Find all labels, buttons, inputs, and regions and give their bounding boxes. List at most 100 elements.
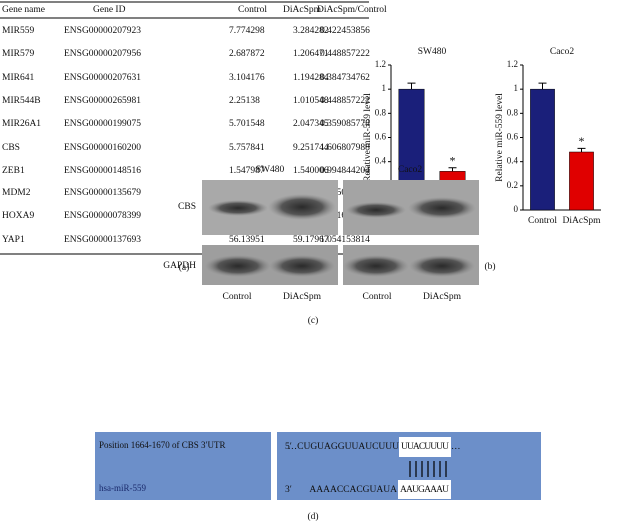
utr-seed: UUACUUUU [401, 442, 449, 452]
protein: CBS [178, 202, 196, 212]
table-cell: 7.774298 [229, 26, 265, 36]
band [208, 200, 268, 216]
column-header: DiAcSpm [283, 5, 322, 15]
panel-label: (a) [179, 262, 190, 273]
utr-tail: … [451, 442, 461, 452]
table-cell: 2.047345 [293, 119, 329, 129]
significance: * [450, 153, 456, 167]
y-tick-label: 0 [514, 204, 519, 214]
bar [569, 151, 594, 211]
table-cell: ENSG00000148516 [64, 166, 141, 176]
y-tick-label: 1 [382, 83, 387, 93]
table-cell: ENSG00000137693 [64, 235, 141, 245]
y-tick-label: 0.6 [507, 132, 519, 142]
column-header: Gene ID [93, 5, 126, 15]
band [408, 197, 476, 219]
y-tick-label: 0.2 [507, 180, 518, 190]
mirna-seq: AAAACCACGUAUA [309, 485, 397, 495]
band [269, 255, 335, 277]
mirna-label: hsa-miR-559 [99, 483, 146, 493]
y-tick-label: 0.8 [507, 107, 519, 117]
error-bar [538, 82, 547, 90]
pairing-lines [409, 461, 447, 477]
table-cell: 0.448857222 [320, 96, 370, 106]
table-cell: 1.054153814 [320, 235, 370, 245]
table-cell: ENSG00000207631 [64, 73, 141, 83]
y-tick-label: 1.2 [507, 59, 518, 69]
seed-box [399, 437, 451, 457]
cell-line: SW480 [256, 165, 285, 175]
table-cell: ENSG00000207923 [64, 26, 141, 36]
panel-label: (c) [308, 315, 319, 326]
y-tick-label: 0.4 [375, 156, 387, 166]
column-header: Gene name [2, 5, 45, 15]
error-bar [407, 82, 416, 90]
panel-label: (b) [484, 261, 495, 272]
table-cell: MIR641 [2, 73, 34, 83]
band [346, 202, 406, 218]
table-cell: 1.547987 [229, 166, 265, 176]
protein: GAPDH [163, 261, 196, 271]
y-tick-label: 1.2 [375, 59, 386, 69]
table-cell: 1.010548 [293, 96, 329, 106]
cell-line: Caco2 [398, 165, 423, 175]
table-cell: 1.606807988 [320, 143, 370, 153]
table-cell: 59.17967 [293, 235, 329, 245]
table-cell: ENSG00000265981 [64, 96, 141, 106]
table-cell: MIR579 [2, 49, 34, 59]
sequence: Position 1664-1670 of CBS 3′UTR hsa-miR-… [95, 432, 541, 500]
lane-label: Control [222, 292, 251, 302]
table-cell: 0.448857222 [320, 49, 370, 59]
table-cell: MIR26A1 [2, 119, 41, 129]
table-cell: 1.540006 [293, 166, 329, 176]
lane-label: DiAcSpm [283, 292, 322, 302]
table-cell: YAP1 [2, 235, 25, 245]
y-tick-label: 0.6 [375, 132, 387, 142]
table-cell: ENSG00000078399 [64, 211, 141, 221]
bar [530, 88, 555, 211]
y-tick-label: 0.8 [375, 107, 387, 117]
y-tick-label: 1 [514, 83, 519, 93]
table-cell: ENSG00000207956 [64, 49, 141, 59]
utr-seq: …CUGUAGGUUAUCUUU [288, 442, 400, 452]
y-axis-label: Relative miR-559 level [495, 93, 505, 182]
significance: * [579, 134, 585, 148]
table-cell: MDM2 [2, 188, 31, 198]
table-cell: ZEB1 [2, 166, 25, 176]
table-cell: MIR559 [2, 26, 34, 36]
table-cell: 0.384734762 [320, 73, 370, 83]
band [409, 255, 475, 277]
band [343, 255, 409, 277]
table-cell: ENSG00000199075 [64, 119, 141, 129]
table-cell: 3.104176 [229, 73, 265, 83]
table-cell: 9.251744 [293, 143, 329, 153]
table-cell: 0.422453856 [320, 26, 370, 36]
table-cell: 1.194284 [293, 73, 329, 83]
table-cell: MIR544B [2, 96, 41, 106]
strand-end: 5′ [285, 442, 292, 452]
error-bar [577, 147, 586, 152]
chart-title: SW480 [418, 47, 447, 57]
table-cell: 5.757841 [229, 143, 265, 153]
strand-end: 3′ [285, 485, 292, 495]
site-box [95, 432, 271, 500]
table-cell: 1.206471 [293, 49, 329, 59]
band [268, 194, 336, 220]
mirna-seed: AAUGAAAU [400, 485, 449, 495]
band [205, 255, 271, 277]
table-cell: ENSG00000160200 [64, 143, 141, 153]
chart-title: Caco2 [550, 47, 575, 57]
y-axis-label: Relative miR-559 level [363, 93, 373, 182]
lane-label: Control [362, 292, 391, 302]
x-tick-label: DiAcSpm [563, 216, 602, 226]
table-cell: 5.701548 [229, 119, 265, 129]
table-cell: 0.359085778 [320, 119, 370, 129]
table-cell: CBS [2, 143, 20, 153]
site-label: Position 1664-1670 of CBS 3′UTR [99, 440, 225, 450]
column-header: Control [238, 5, 267, 15]
seed-box [398, 480, 451, 499]
table-cell: 56.13951 [229, 235, 265, 245]
table-cell: 0.994844204 [320, 166, 370, 176]
panel-label: (d) [307, 511, 318, 522]
